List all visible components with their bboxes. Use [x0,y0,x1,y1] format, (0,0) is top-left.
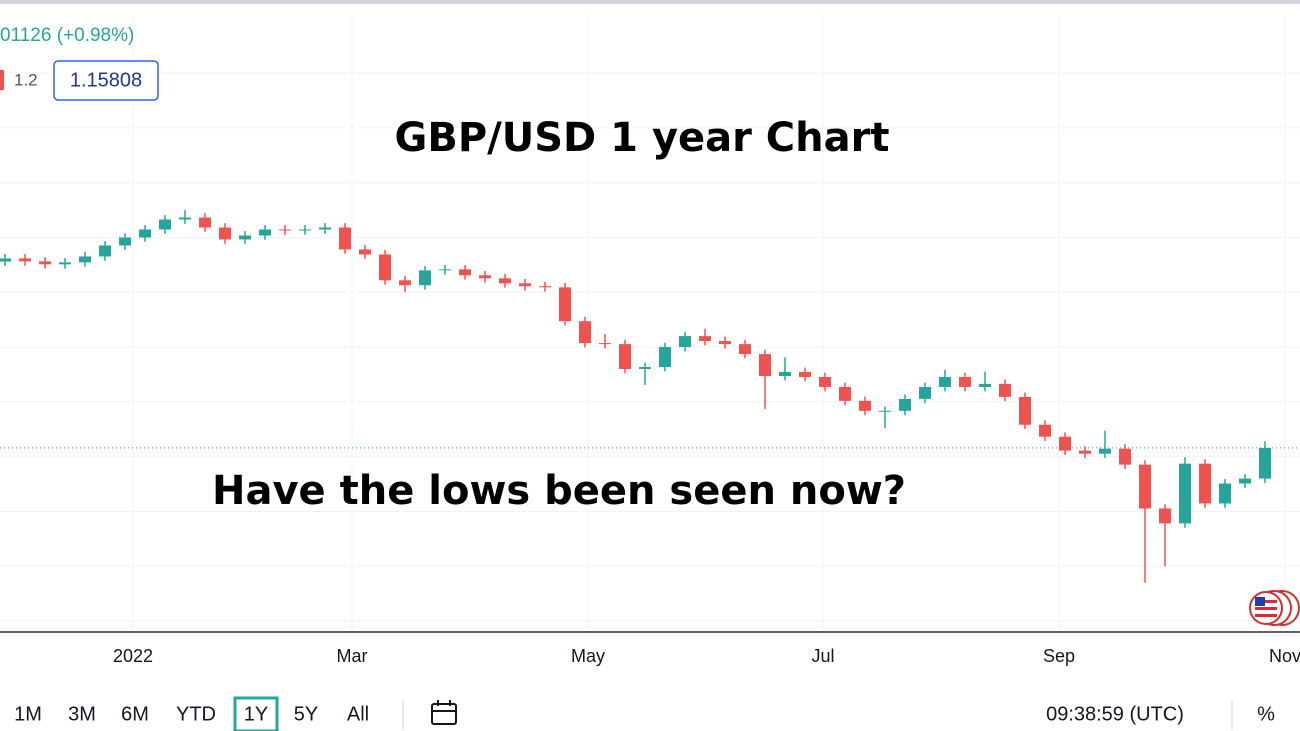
currency-flag [1249,590,1300,626]
candle-body [979,383,991,387]
candle-body [1119,448,1131,465]
candle-body [1219,483,1231,504]
candle-body [1099,448,1111,454]
candle-body [579,321,591,344]
candle-body [1199,463,1211,504]
candle-body [499,278,511,284]
candle-body [639,367,651,369]
candle-body [1179,463,1191,524]
price-input[interactable] [53,60,159,101]
candle-body [1059,436,1071,451]
toolbar: 1M 3M 6M YTD 1Y 5Y All [14,696,369,731]
candle-body [479,275,491,279]
candle-body [339,227,351,250]
candle-body [19,258,31,262]
candle-body [739,344,751,355]
x-tick-label: 2022 [113,646,153,666]
candle-body [699,336,711,342]
candle-body [679,336,691,348]
candle-body [319,227,331,230]
candle-body [999,383,1011,397]
candle-body [599,343,611,345]
candle-body [159,219,171,230]
clock: 09:38:59 (UTC) [1046,703,1184,725]
candle-body [99,245,111,257]
candle-body [1239,478,1251,484]
candle-body [119,237,131,246]
candles [0,210,1300,583]
candle-body [419,270,431,286]
candle-body [919,386,931,399]
candle-body [899,398,911,411]
range-button[interactable]: YTD [176,703,216,725]
candle-body [299,229,311,231]
top-bar [0,0,1300,4]
candle-body [539,286,551,288]
candle-body [799,371,811,377]
candle-body [859,400,871,411]
candle-body [59,262,71,265]
candle-body [239,235,251,240]
input-label: 1.2 [14,70,38,89]
range-button[interactable]: 1M [14,703,42,725]
candle-body [619,344,631,369]
candle-body [79,256,91,263]
candle-body [939,376,951,387]
candle-body [559,287,571,322]
candle-body [1139,464,1151,509]
range-button[interactable]: 3M [68,703,96,725]
annotation: Have the lows been seen now? [212,468,906,514]
range-button[interactable]: All [347,703,369,725]
range-button[interactable]: 6M [121,703,149,725]
candle-body [959,376,971,387]
candle-body [1079,450,1091,454]
candle-body [439,269,451,271]
candle-body [0,258,11,262]
range-button[interactable]: 1Y [244,703,268,725]
x-tick-label: Jul [811,646,834,666]
marker [0,70,4,90]
candle-body [399,280,411,286]
candle-body [199,217,211,228]
percent-toggle[interactable]: % [1257,703,1275,725]
x-tick-label: Sep [1043,646,1075,666]
candle-body [719,341,731,345]
candle-body [219,227,231,240]
candle-body [779,371,791,376]
candle-body [39,261,51,265]
range-selected [233,696,279,731]
candle-body [839,386,851,401]
price-change: 01126 (+0.98%) [0,25,134,46]
x-tick-label: Mar [337,646,368,666]
candle-body [879,410,891,412]
x-tick-label: Nov [1269,646,1300,666]
candle-body [1159,508,1171,524]
candle-body [259,229,271,236]
grid [0,15,1300,632]
candle-body [459,269,471,276]
calendar-icon[interactable] [431,700,457,725]
candle-body [179,217,191,220]
price-input-value: 1.15808 [70,69,142,91]
candle-body [379,254,391,281]
candle-body [519,283,531,287]
candle-body [1019,396,1031,425]
x-tick-label: May [571,646,605,666]
chart-title: GBP/USD 1 year Chart [395,115,890,161]
candle-body [659,347,671,368]
candle-body [359,249,371,255]
candle-body [1039,424,1051,437]
range-button[interactable]: 5Y [294,703,318,725]
candle-body [819,376,831,387]
candle-body [759,354,771,376]
candle-body [139,229,151,238]
candle-body [279,229,291,231]
candle-body [1259,447,1271,479]
